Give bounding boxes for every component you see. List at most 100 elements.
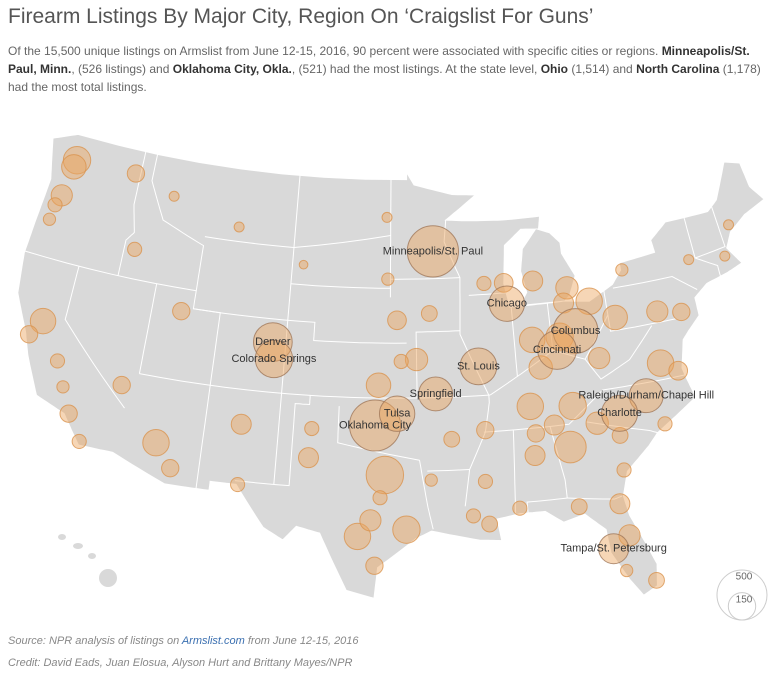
city-bubble (512, 500, 528, 516)
city-bubble (476, 275, 492, 292)
map: Minneapolis/St. Paul Chicago Columbus Cinci… (17, 133, 768, 621)
city-bubble (719, 250, 731, 262)
city-bubble (602, 304, 628, 331)
legend-circle (727, 592, 757, 621)
city-bubble (365, 372, 392, 398)
city-bubble (42, 212, 57, 226)
city-bubble (424, 473, 438, 487)
city-bubble (61, 154, 87, 180)
city-label: St. Louis (457, 360, 500, 372)
state-border (512, 429, 517, 515)
description-text: Of the 15,500 unique listings on Armslis… (8, 44, 662, 58)
source: Source: NPR analysis of listings on Arms… (8, 635, 359, 647)
city-bubble (616, 462, 632, 478)
city-bubble (488, 285, 526, 322)
city-bubble (343, 522, 372, 551)
city-bubble (71, 433, 87, 450)
city-bubble (443, 430, 461, 448)
city-bubble (526, 424, 546, 443)
city-bubble (570, 498, 588, 516)
city-bubble (628, 378, 664, 414)
city-bubble (543, 414, 565, 436)
state-border (612, 275, 698, 290)
city-bubble (365, 455, 405, 495)
city-bubble (298, 259, 309, 270)
city-bubble (393, 353, 409, 370)
city-label: Columbus (551, 325, 601, 337)
source-link[interactable]: Armslist.com (181, 635, 245, 647)
city-bubble (418, 376, 454, 412)
city-bubble (609, 493, 631, 515)
city-bubble (588, 346, 611, 370)
city-bubble (476, 421, 495, 440)
city-bubble (142, 428, 170, 457)
city-bubble (648, 571, 665, 589)
state-border (193, 308, 407, 344)
city-bubble (516, 392, 545, 421)
city-bubble (668, 360, 689, 381)
credit: Credit: David Eads, Juan Elosua, Alyson … (8, 657, 353, 669)
city-bubble (56, 380, 70, 394)
city-bubble (657, 416, 673, 432)
legend-label: 150 (736, 594, 753, 605)
city-bubble (126, 164, 146, 183)
labels: Minneapolis/St. Paul Chicago Columbus Cinci… (231, 245, 714, 554)
description-text: North Carolina (636, 62, 720, 76)
legend: 500 150 (716, 569, 768, 621)
state-border (290, 283, 391, 289)
city-bubble (406, 225, 460, 278)
island (58, 534, 66, 540)
city-bubble (230, 413, 252, 435)
city-bubble (381, 272, 395, 286)
description-text: (1,178) had the most total listings. (8, 62, 761, 94)
state-border (510, 306, 518, 377)
source-text: from June 12-15, 2016 (244, 635, 359, 647)
city-bubble (524, 445, 546, 467)
city-label: Springfield (410, 388, 462, 400)
city-bubble (387, 310, 407, 331)
state-border (468, 292, 506, 296)
city-label: Chicago (487, 298, 527, 310)
state-border (584, 325, 653, 380)
state-border (389, 179, 392, 298)
city-bubble (59, 404, 78, 423)
city-label: Colorado Springs (231, 353, 316, 365)
city-bubble (230, 476, 246, 493)
state-border (139, 373, 491, 399)
city-bubble (19, 325, 39, 344)
city-bubble (601, 394, 639, 432)
city-bubble (127, 241, 143, 257)
city-label: Tampa/St. Petersburg (560, 543, 666, 555)
description-text: Minneapolis/St. Paul, Minn. (8, 44, 750, 76)
city-bubble (465, 508, 482, 524)
hawaii (58, 534, 117, 587)
city-bubble (233, 221, 245, 233)
state-border (603, 289, 676, 332)
city-bubble (585, 411, 609, 435)
city-bubble (359, 509, 382, 532)
bubbles (19, 146, 735, 589)
city-label: Cincinnati (533, 344, 581, 356)
island (88, 553, 96, 559)
city-bubble (528, 355, 553, 380)
description-text: , (521) had the most listings. At the st… (291, 62, 541, 76)
description: Of the 15,500 unique listings on Armslis… (8, 42, 773, 96)
city-bubble (518, 326, 546, 354)
city-label: Minneapolis/St. Paul (383, 245, 483, 257)
state-border (694, 206, 726, 259)
source-text: Source: NPR analysis of listings on (8, 635, 182, 647)
city-bubble (554, 430, 587, 464)
state-border (419, 460, 434, 530)
city-bubble (683, 254, 695, 266)
city-bubble (646, 349, 675, 377)
city-bubble (598, 533, 630, 565)
legend-label: 500 (736, 572, 753, 583)
city-bubble (420, 305, 438, 322)
city-bubble (618, 524, 641, 547)
city-bubble (481, 515, 499, 533)
state-border (567, 495, 623, 500)
city-bubble (392, 515, 421, 544)
city-bubble (112, 375, 131, 395)
description-text: (1,514) and (568, 62, 637, 76)
